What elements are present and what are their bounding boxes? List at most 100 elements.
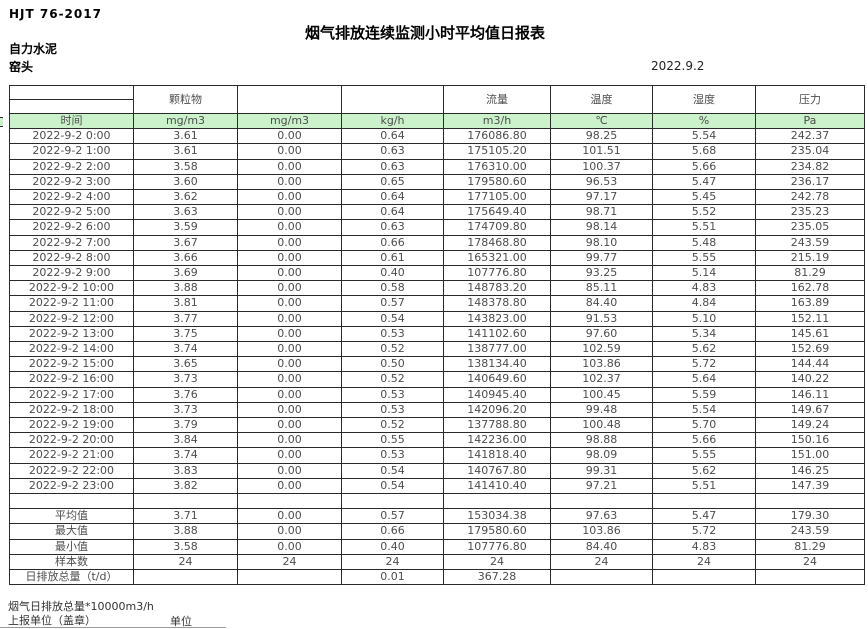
value-cell: 0.00 — [237, 356, 342, 373]
value-cell: 142236.00 — [443, 432, 551, 449]
value-cell: 3.66 — [133, 249, 238, 267]
value-cell: 97.21 — [550, 477, 653, 495]
value-cell: 0.00 — [237, 386, 342, 403]
time-cell: 2022-9-2 23:00 — [9, 477, 134, 495]
summary-value-cell: 0.01 — [341, 569, 444, 586]
table-row: 2022-9-2 12:00 3.77 0.00 0.54 143823.00 91.53… — [9, 310, 865, 327]
group-header-cell — [341, 85, 444, 114]
value-cell: 178468.80 — [443, 234, 551, 251]
value-cell: 3.83 — [133, 462, 238, 479]
value-cell: 84.40 — [550, 295, 653, 312]
footer-unit-label: 单位 — [170, 615, 192, 628]
value-cell: 99.77 — [550, 249, 653, 267]
value-cell: 140945.40 — [443, 386, 551, 403]
value-cell: 0.64 — [341, 204, 444, 221]
value-cell: 5.47 — [652, 173, 756, 191]
value-cell: 0.54 — [341, 477, 444, 495]
value-cell: 4.84 — [652, 295, 756, 312]
summary-value-cell: 179580.60 — [443, 523, 551, 540]
value-cell: 235.23 — [755, 204, 865, 221]
value-cell: 0.00 — [237, 477, 342, 495]
corner-cell-bottom — [11, 100, 133, 113]
value-cell: 176086.80 — [443, 128, 551, 145]
summary-label-cell: 日排放总量（t/d） — [9, 569, 134, 586]
table-row: 2022-9-2 17:00 3.76 0.00 0.53 140945.40 100.4… — [9, 386, 865, 403]
value-cell: 3.61 — [133, 143, 238, 160]
value-cell: 147.39 — [755, 477, 865, 495]
table-row: 2022-9-2 9:00 3.69 0.00 0.40 107776.80 93.25 5… — [9, 265, 865, 282]
group-header-cell: 湿度 — [652, 85, 756, 114]
value-cell: 0.40 — [341, 265, 444, 282]
spacer-cell — [133, 493, 238, 510]
value-cell: 138134.40 — [443, 356, 551, 373]
value-cell: 140767.80 — [443, 462, 551, 479]
value-cell: 0.53 — [341, 401, 444, 419]
value-cell: 3.74 — [133, 447, 238, 464]
value-cell: 243.59 — [755, 234, 865, 251]
summary-value-cell — [237, 569, 342, 586]
summary-value-cell: 24 — [755, 553, 865, 571]
value-cell: 100.48 — [550, 417, 653, 434]
value-cell: 0.58 — [341, 280, 444, 297]
group-header-cell: 颗粒物 — [133, 85, 238, 114]
value-cell: 0.52 — [341, 371, 444, 388]
value-cell: 0.00 — [237, 432, 342, 449]
value-cell: 149.67 — [755, 401, 865, 419]
value-cell: 0.00 — [237, 234, 342, 251]
summary-value-cell: 0.57 — [341, 508, 444, 525]
value-cell: 5.59 — [652, 386, 756, 403]
value-cell: 85.11 — [550, 280, 653, 297]
value-cell: 3.58 — [133, 158, 238, 175]
value-cell: 0.57 — [341, 295, 444, 312]
value-cell: 0.00 — [237, 219, 342, 236]
time-cell: 2022-9-2 9:00 — [9, 265, 134, 282]
value-cell: 97.17 — [550, 189, 653, 206]
value-cell: 176310.00 — [443, 158, 551, 175]
value-cell: 0.66 — [341, 234, 444, 251]
value-cell: 93.25 — [550, 265, 653, 282]
value-cell: 5.54 — [652, 401, 756, 419]
value-cell: 0.00 — [237, 310, 342, 327]
value-cell: 5.68 — [652, 143, 756, 160]
value-cell: 5.45 — [652, 189, 756, 206]
table-row: 2022-9-2 16:00 3.73 0.00 0.52 140649.60 102.3… — [9, 371, 865, 388]
value-cell: 91.53 — [550, 310, 653, 327]
value-cell: 0.53 — [341, 325, 444, 343]
time-cell: 2022-9-2 18:00 — [9, 401, 134, 419]
value-cell: 96.53 — [550, 173, 653, 191]
summary-value-cell: 243.59 — [755, 523, 865, 540]
table-row: 2022-9-2 8:00 3.66 0.00 0.61 165321.00 99.77 5… — [9, 249, 865, 267]
value-cell: 215.19 — [755, 249, 865, 267]
time-cell: 2022-9-2 16:00 — [9, 371, 134, 388]
value-cell: 149.24 — [755, 417, 865, 434]
company-name: 自力水泥 — [9, 42, 58, 56]
corner-split-cell — [9, 85, 134, 114]
table-row: 2022-9-2 15:00 3.65 0.00 0.50 138134.40 103.8… — [9, 356, 865, 373]
value-cell: 0.64 — [341, 189, 444, 206]
summary-value-cell: 97.63 — [550, 508, 653, 525]
value-cell: 234.82 — [755, 158, 865, 175]
summary-row: 最小值 3.58 0.00 0.40 107776.80 84.40 4.83 81.29 — [9, 538, 865, 555]
time-cell: 2022-9-2 10:00 — [9, 280, 134, 297]
value-cell: 99.31 — [550, 462, 653, 479]
table-row: 2022-9-2 0:00 3.61 0.00 0.64 176086.80 98.25 5… — [9, 128, 865, 145]
time-cell: 2022-9-2 3:00 — [9, 173, 134, 191]
value-cell: 145.61 — [755, 325, 865, 343]
value-cell: 0.63 — [341, 219, 444, 236]
table-row: 2022-9-2 4:00 3.62 0.00 0.64 177105.00 97.17 5… — [9, 189, 865, 206]
value-cell: 146.25 — [755, 462, 865, 479]
value-cell: 0.00 — [237, 128, 342, 145]
value-cell: 175649.40 — [443, 204, 551, 221]
value-cell: 0.53 — [341, 447, 444, 464]
summary-value-cell: 3.88 — [133, 523, 238, 540]
value-cell: 98.14 — [550, 219, 653, 236]
value-cell: 151.00 — [755, 447, 865, 464]
summary-label-cell: 最小值 — [9, 538, 134, 555]
value-cell: 143823.00 — [443, 310, 551, 327]
value-cell: 100.45 — [550, 386, 653, 403]
value-cell: 152.11 — [755, 310, 865, 327]
table-row: 2022-9-2 10:00 3.88 0.00 0.58 148783.20 85.11… — [9, 280, 865, 297]
summary-value-cell — [133, 569, 238, 586]
value-cell: 150.16 — [755, 432, 865, 449]
